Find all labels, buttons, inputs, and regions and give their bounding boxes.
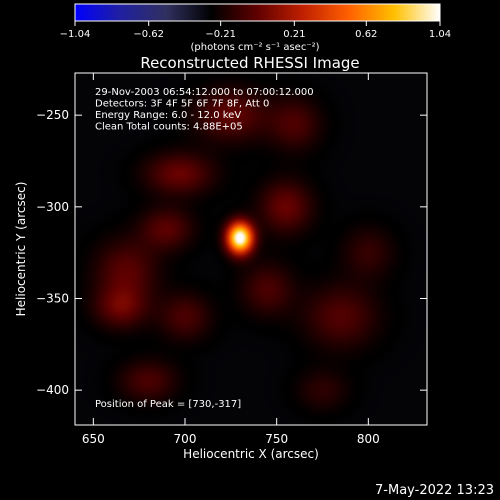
plot-frame xyxy=(74,72,428,426)
annotation-line: Detectors: 3F 4F 5F 6F 7F 8F, Att 0 xyxy=(95,99,269,110)
chart-title: Reconstructed RHESSI Image xyxy=(140,54,359,72)
colorbar-tick-label: 0.62 xyxy=(355,29,377,40)
y-tick-label: −250 xyxy=(36,108,69,122)
colorbar-strip xyxy=(74,3,441,22)
x-tick-label: 750 xyxy=(265,432,288,446)
heatmap-image xyxy=(75,73,427,425)
x-axis-ticks: 650 700 750 800 xyxy=(82,73,380,446)
x-tick-label: 700 xyxy=(174,432,197,446)
colorbar-tick-label: 0.21 xyxy=(283,29,305,40)
footer-date: 7-May-2022 13:23 xyxy=(375,483,494,498)
colorbar: −1.04 −0.62 −0.21 0.21 0.62 1.04 (photons cm⁻… xyxy=(60,3,451,53)
y-tick-label: −300 xyxy=(36,200,69,214)
colorbar-tick-label: −0.21 xyxy=(205,29,236,40)
x-axis-label: Heliocentric X (arcsec) xyxy=(183,447,319,461)
annotation-line: Energy Range: 6.0 - 12.0 keV xyxy=(95,110,241,121)
annotation-line: Clean Total counts: 4.88E+05 xyxy=(95,122,243,133)
annotation-block: 29-Nov-2003 06:54:12.000 to 07:00:12.000… xyxy=(95,87,314,133)
colorbar-ticks: −1.04 −0.62 −0.21 0.21 0.62 1.04 xyxy=(60,21,451,40)
peak-position-label: Position of Peak = [730,-317] xyxy=(95,399,241,410)
y-tick-label: −350 xyxy=(36,292,69,306)
y-axis-ticks: −400 −350 −300 −250 xyxy=(36,108,427,397)
plot-area: 650 700 750 800 −400 −350 −300 −250 xyxy=(36,72,428,446)
colorbar-tick-label: −1.04 xyxy=(60,29,91,40)
colorbar-tick-label: 1.04 xyxy=(429,29,451,40)
colorbar-tick-label: −0.62 xyxy=(133,29,164,40)
y-axis-label: Heliocentric Y (arcsec) xyxy=(14,182,28,317)
y-tick-label: −400 xyxy=(36,383,69,397)
colorbar-unit-label: (photons cm⁻² s⁻¹ asec⁻²) xyxy=(190,42,319,53)
x-tick-label: 650 xyxy=(82,432,105,446)
x-tick-label: 800 xyxy=(357,432,380,446)
annotation-line: 29-Nov-2003 06:54:12.000 to 07:00:12.000 xyxy=(95,87,314,98)
